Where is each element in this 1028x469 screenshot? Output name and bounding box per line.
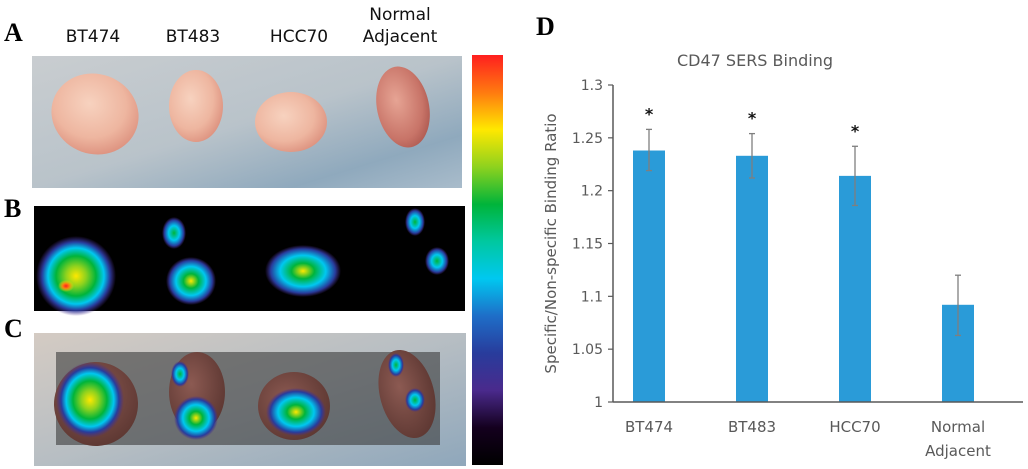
x-tick-label: HCC70: [829, 418, 880, 436]
x-tick-label: Adjacent: [925, 442, 991, 460]
y-tick-label: 1.05: [572, 342, 603, 358]
sample-label-hcc70-text: HCC70: [269, 27, 329, 47]
y-tick-label: 1.2: [581, 184, 603, 200]
panel-b-heatmap: [34, 206, 465, 316]
panel-c-letter: C: [4, 314, 23, 343]
y-axis-ticks: 1 1.05 1.1 1.15 1.2 1.25 1.3: [572, 78, 613, 411]
sample-label-bt474-text: BT474: [65, 27, 121, 47]
significance-marker: *: [748, 109, 757, 128]
significance-marker: *: [851, 121, 860, 140]
tumor-bt474: [51, 73, 139, 155]
panel-d-letter: D: [536, 12, 555, 41]
signal-normal-top: [405, 208, 425, 236]
overlay-signal-normal-bottom: [405, 388, 425, 412]
chart-title: CD47 SERS Binding: [677, 51, 833, 70]
sample-label-normal-line2: Adjacent: [362, 27, 438, 47]
signal-normal-bottom: [425, 247, 449, 275]
panel-a-photo: [32, 56, 462, 188]
significance-markers: * * *: [645, 104, 860, 140]
x-tick-label: BT474: [625, 418, 673, 436]
panel-a-letter: A: [4, 18, 23, 47]
x-axis-labels: BT474 BT483 HCC70 Normal Adjacent: [625, 418, 991, 460]
y-tick-label: 1.3: [581, 78, 603, 94]
sample-label-bt483: BT483: [148, 26, 238, 48]
overlay-signal-bt483-top: [171, 361, 189, 387]
sample-label-bt474: BT474: [48, 26, 138, 48]
panel-b-letter: B: [4, 194, 22, 223]
y-tick-label: 1.1: [581, 289, 603, 305]
colorbar: [472, 55, 503, 465]
tumor-hcc70: [255, 92, 327, 152]
overlay-signal-normal-top: [388, 353, 404, 377]
y-tick-label: 1: [594, 395, 603, 411]
panel-c-overlay: [34, 333, 466, 466]
sample-label-hcc70: HCC70: [254, 26, 344, 48]
overlay-signal-bt474: [56, 362, 124, 438]
sample-label-normal-line1: Normal: [369, 5, 431, 25]
y-axis-label: Specific/Non-specific Binding Ratio: [542, 113, 560, 373]
error-bars: [646, 128, 961, 337]
x-tick-label: BT483: [728, 418, 776, 436]
y-tick-label: 1.25: [572, 131, 603, 147]
bar-chart: CD47 SERS Binding Specific/Non-specific …: [542, 51, 1023, 460]
signal-bt483-main: [166, 257, 216, 305]
bar: [839, 175, 871, 402]
overlay-signal-hcc70: [266, 388, 326, 436]
signal-hcc70: [265, 245, 341, 297]
y-tick-label: 1.15: [572, 237, 603, 253]
bar: [633, 150, 665, 402]
bar: [736, 155, 768, 402]
x-tick-label: Normal: [931, 418, 985, 436]
bars: [633, 150, 974, 402]
overlay-signal-bt483-main: [174, 396, 218, 440]
signal-bt483-top: [162, 217, 186, 249]
significance-marker: *: [645, 104, 654, 123]
sample-label-normal-adjacent: Normal Adjacent: [350, 4, 450, 48]
signal-bt474: [36, 236, 116, 316]
signal-bt474-hotspot: [58, 280, 74, 292]
sample-label-bt483-text: BT483: [165, 27, 221, 47]
tumor-bt483: [169, 70, 223, 142]
tumor-normal-adjacent: [376, 66, 430, 148]
